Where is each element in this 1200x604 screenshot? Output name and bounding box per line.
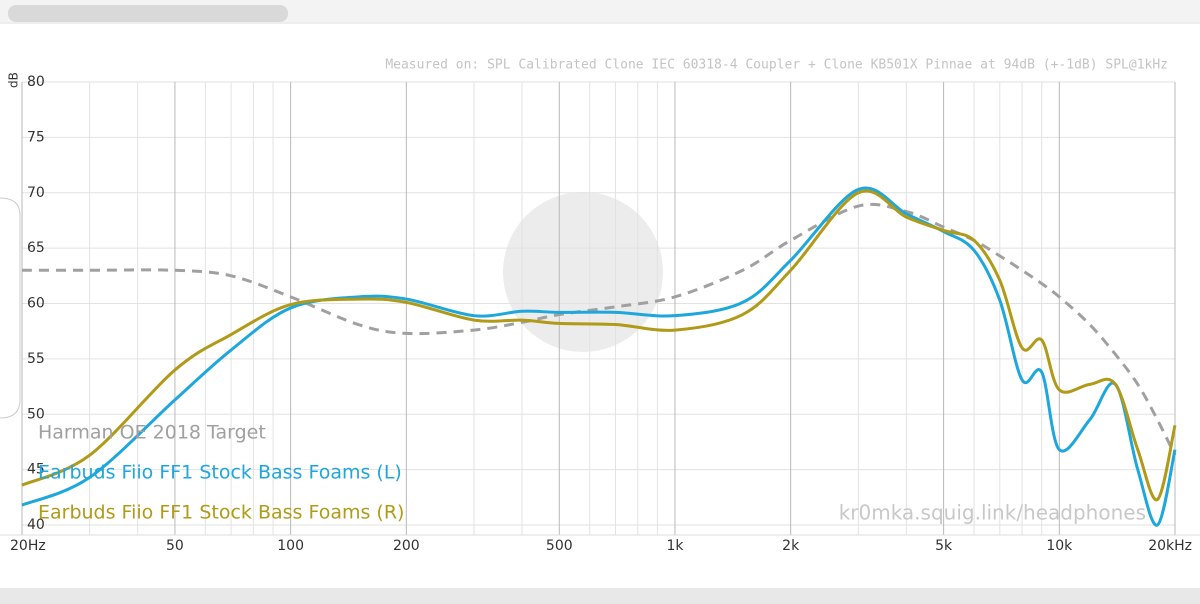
legend-entry: Harman OE 2018 Target (38, 422, 266, 444)
measurement-note: Measured on: SPL Calibrated Clone IEC 60… (385, 58, 1168, 73)
y-tick-label: 45 (27, 462, 45, 478)
x-tick-label: 200 (393, 538, 420, 554)
plot (21, 186, 1177, 527)
x-tick-label: 1k (666, 538, 684, 554)
target-curve (22, 202, 1177, 456)
x-tick-label: 100 (277, 538, 304, 554)
y-tick-label: 60 (27, 296, 45, 312)
bottom-bar (0, 588, 1200, 604)
top-bar (0, 0, 1200, 22)
x-tick-label: 2k (782, 538, 800, 554)
x-tick-label: 20Hz (10, 538, 46, 554)
y-axis-label: dB (7, 72, 21, 88)
y-tick-label: 70 (27, 185, 45, 201)
x-tick-label: 20kHz (1148, 538, 1192, 554)
watermark: kr0mka.squig.link/headphones (839, 501, 1146, 525)
y-tick-label: 50 (27, 406, 45, 422)
y-tick-label: 40 (27, 517, 45, 533)
x-tick-label: 500 (546, 538, 573, 554)
y-tick-label: 75 (27, 129, 45, 145)
y-tick-label: 55 (27, 351, 45, 367)
x-tick-label: 10k (1046, 538, 1073, 554)
side-handle[interactable] (0, 197, 21, 419)
grid: 40 45 50 55 60 65 70 75 80 20Hz 50 100 200 500 1k 2k 5k 1… (0, 74, 1200, 554)
x-tick-label: 50 (166, 538, 184, 554)
response-curve (21, 186, 1177, 527)
scrollbar[interactable] (8, 5, 288, 22)
legend-entry: Earbuds Fiio FF1 Stock Bass Foams (L) (38, 462, 402, 484)
response-curve (21, 189, 1177, 502)
y-tick-label: 80 (27, 74, 45, 90)
y-tick-label: 65 (27, 240, 45, 256)
x-tick-label: 5k (935, 538, 953, 554)
legend-entry: Earbuds Fiio FF1 Stock Bass Foams (R) (38, 502, 404, 524)
